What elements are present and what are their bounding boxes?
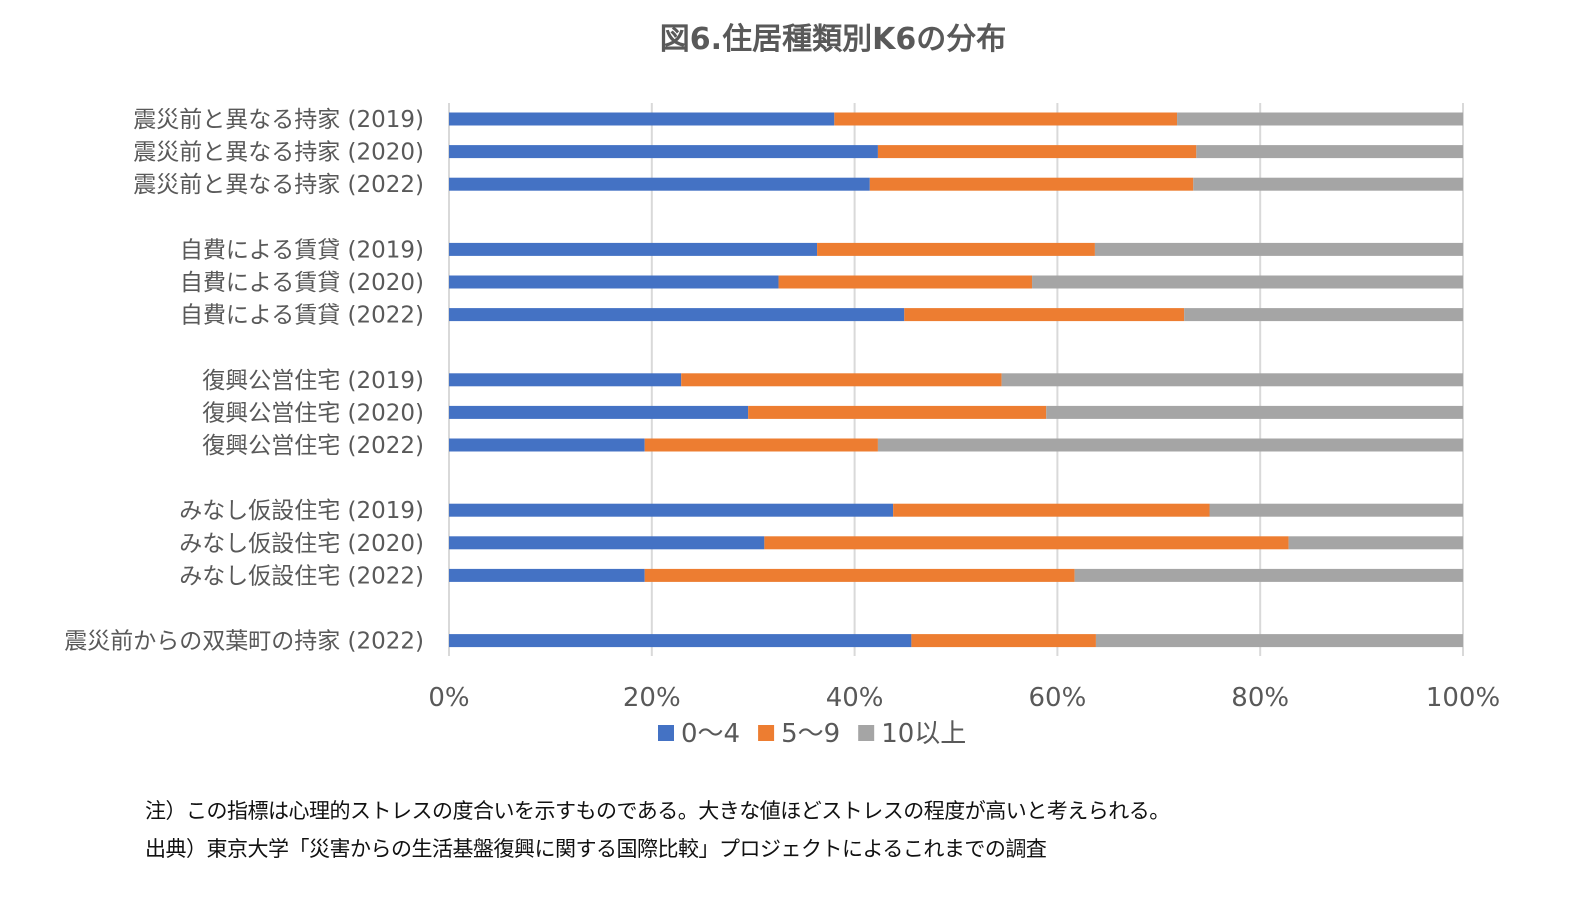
bar-1-series-2 [1196,145,1463,159]
category-label-6: 復興公営住宅 (2019) [202,368,424,394]
category-label-9: みなし仮設住宅 (2019) [179,498,424,524]
footnotes: 注）この指標は心理的ストレスの度合いを示すものである。大きな値ほどストレスの程度… [145,792,1170,868]
bar-2-series-2 [1193,177,1463,191]
bar-1-series-1 [877,145,1197,159]
bar-2-series-0 [449,177,870,191]
category-label-11: みなし仮設住宅 (2022) [179,563,424,589]
note-text: 注）この指標は心理的ストレスの度合いを示すものである。大きな値ほどストレスの程度… [145,799,1170,823]
bar-6-series-1 [681,373,1002,387]
bar-12-series-2 [1095,634,1463,648]
bar-10-series-2 [1288,536,1463,550]
bar-11-series-0 [449,568,645,582]
bar-3-series-1 [817,242,1095,256]
bar-7-series-2 [1046,405,1463,419]
category-label-12: 震災前からの双葉町の持家 (2022) [64,629,424,655]
category-label-3: 自費による賃貸 (2019) [180,237,424,263]
category-label-10: みなし仮設住宅 (2020) [179,531,424,557]
bar-6-series-2 [1001,373,1463,387]
bar-0-series-0 [449,112,835,126]
category-label-7: 復興公営住宅 (2020) [202,400,424,426]
legend-label-2: 10以上 [881,719,966,749]
category-label-1: 震災前と異なる持家 (2020) [133,140,424,166]
x-tick-label-1: 20% [623,683,681,713]
bar-11-series-2 [1074,568,1463,582]
bar-12-series-0 [449,634,912,648]
category-label-5: 自費による賃貸 (2022) [180,303,424,329]
bar-4-series-1 [778,275,1033,289]
chart-title: 図6.住居種類別K6の分布 [660,22,1006,57]
bar-12-series-1 [911,634,1096,648]
bar-5-series-2 [1184,308,1463,322]
bar-9-series-0 [449,503,894,517]
legend-label-0: 0～4 [681,719,740,749]
bar-5-series-0 [449,308,905,322]
legend-label-1: 5～9 [781,719,840,749]
x-tick-label-3: 60% [1029,683,1087,713]
x-tick-label-2: 40% [826,683,884,713]
bar-4-series-2 [1032,275,1463,289]
legend-swatch-2 [858,725,875,741]
bar-3-series-0 [449,242,818,256]
category-label-4: 自費による賃貸 (2020) [180,270,424,296]
bar-0-series-2 [1177,112,1463,126]
chart: 図6.住居種類別K6の分布震災前と異なる持家 (2019) 震災前と異なる持家 (… [64,22,1500,749]
category-label-8: 復興公営住宅 (2022) [202,433,424,459]
legend-swatch-0 [658,725,674,741]
category-label-0: 震災前と異なる持家 (2019) [133,107,424,133]
bar-8-series-2 [877,438,1463,452]
bar-0-series-1 [834,112,1178,126]
x-tick-label-4: 80% [1231,683,1289,713]
bar-11-series-1 [644,568,1075,582]
category-label-2: 震災前と異なる持家 (2022) [133,172,424,198]
source-text: 出典）東京大学「災害からの生活基盤復興に関する国際比較」プロジェクトによるこれま… [145,837,1047,861]
bar-10-series-1 [764,536,1289,550]
bar-1-series-0 [449,145,878,159]
bar-5-series-1 [904,308,1185,322]
x-tick-label-5: 100% [1426,683,1500,713]
bar-6-series-0 [449,373,682,387]
bar-7-series-0 [449,405,749,419]
legend-swatch-1 [758,725,775,741]
bar-9-series-1 [893,503,1210,517]
bar-7-series-1 [748,405,1047,419]
bar-8-series-0 [449,438,645,452]
bar-9-series-2 [1209,503,1463,517]
bar-3-series-2 [1094,242,1463,256]
bar-4-series-0 [449,275,779,289]
bar-2-series-1 [869,177,1194,191]
x-tick-label-0: 0% [428,683,469,713]
bar-8-series-1 [644,438,878,452]
bar-10-series-0 [449,536,765,550]
